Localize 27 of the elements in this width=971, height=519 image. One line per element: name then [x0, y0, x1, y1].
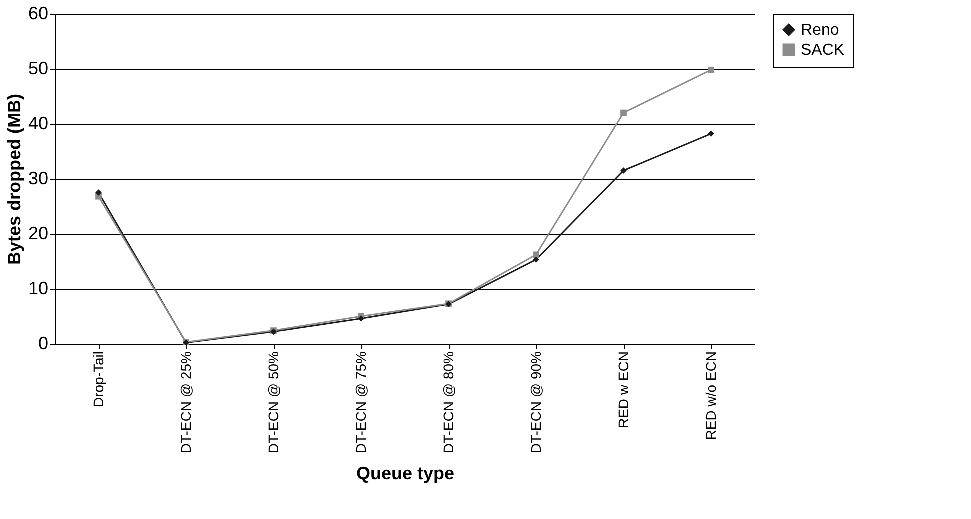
y-tick-label: 20	[28, 224, 48, 244]
x-tick-label: DT-ECN @ 75%	[352, 352, 369, 454]
y-tick-label: 10	[28, 278, 48, 298]
point	[358, 316, 364, 322]
legend-label: SACK	[801, 42, 845, 59]
x-tick-label: DT-ECN @ 90%	[528, 352, 544, 454]
x-tick-label: Drop-Tail	[90, 352, 106, 408]
y-tick-label: 60	[28, 4, 48, 24]
y-tick-label: 40	[28, 114, 48, 134]
y-tick-label: 50	[28, 58, 48, 78]
point	[708, 130, 714, 138]
x-tick-label: DT-ECN @ 80%	[440, 352, 456, 454]
legend-label: Reno	[801, 22, 840, 39]
point	[620, 168, 627, 174]
point	[96, 190, 102, 196]
y-axis-title: Bytes dropped (MB)	[4, 94, 24, 265]
point	[533, 252, 540, 258]
point	[533, 256, 540, 264]
x-tick-label: RED w/o ECN	[702, 352, 719, 440]
y-tick-label: 0	[38, 334, 48, 354]
y-tick-label: 30	[28, 168, 48, 188]
x-axis-title: Queue type	[356, 464, 455, 484]
x-tick-label: RED w ECN	[615, 352, 632, 429]
point	[620, 110, 627, 116]
x-tick-label: DT-ECN @ 25%	[178, 352, 194, 454]
point	[708, 66, 714, 74]
x-tick-label: DT-ECN @ 50%	[265, 352, 282, 454]
